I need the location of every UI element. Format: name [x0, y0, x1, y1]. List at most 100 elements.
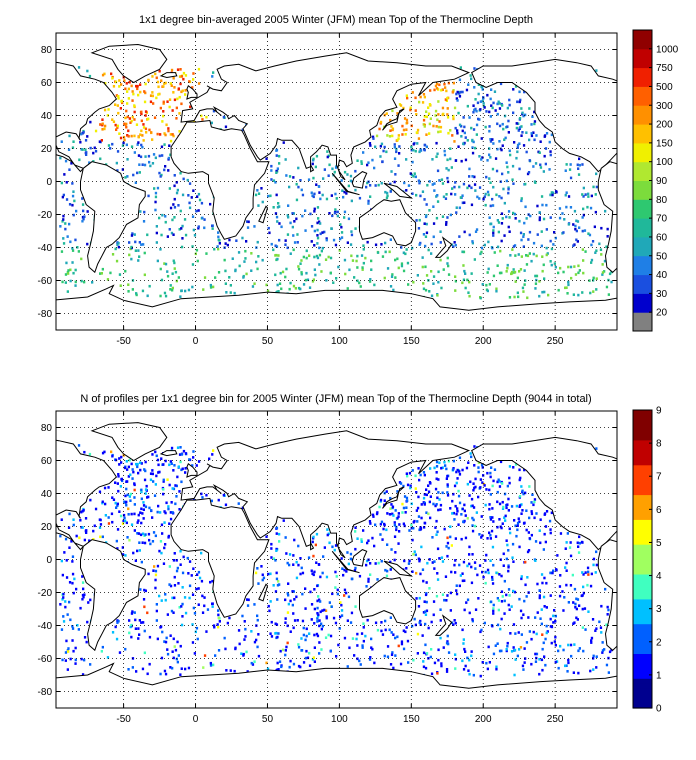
- bin-marker: [312, 535, 315, 539]
- bin-marker: [133, 611, 136, 614]
- bin-marker: [454, 621, 457, 625]
- bin-marker: [517, 295, 520, 299]
- bin-marker: [383, 276, 386, 280]
- bin-marker: [398, 530, 401, 533]
- bin-marker: [229, 669, 232, 672]
- bin-marker: [331, 545, 334, 549]
- bin-marker: [160, 79, 163, 82]
- bin-marker: [304, 209, 307, 212]
- bin-marker: [310, 225, 314, 228]
- bin-marker: [65, 181, 68, 184]
- bin-marker: [455, 584, 458, 587]
- bin-marker: [541, 633, 544, 636]
- bin-marker: [390, 275, 394, 278]
- colorbar-swatch: [633, 653, 652, 659]
- bin-marker: [436, 294, 439, 297]
- bin-marker: [458, 584, 461, 588]
- bin-marker: [576, 163, 579, 167]
- bin-marker: [317, 563, 321, 566]
- bin-marker: [130, 257, 133, 261]
- bin-marker: [455, 512, 458, 516]
- bin-marker: [461, 90, 464, 94]
- bin-marker: [135, 670, 138, 673]
- bin-marker: [521, 489, 524, 493]
- bin-marker: [246, 598, 249, 601]
- bin-marker: [438, 120, 441, 123]
- bin-marker: [365, 185, 368, 189]
- bin-marker: [525, 131, 528, 134]
- bin-marker: [473, 486, 476, 490]
- bin-marker: [261, 578, 264, 582]
- bin-marker: [530, 259, 533, 263]
- bin-marker: [361, 646, 364, 649]
- bin-marker: [511, 164, 515, 168]
- bin-marker: [255, 638, 258, 642]
- colorbar-swatch: [633, 86, 652, 106]
- bin-marker: [151, 162, 155, 165]
- coastline-7: [186, 463, 198, 478]
- bin-marker: [147, 194, 150, 198]
- bin-marker: [169, 460, 172, 463]
- bin-marker: [257, 633, 260, 636]
- bin-marker: [502, 187, 505, 191]
- y-tick-label: -80: [38, 687, 53, 698]
- bin-marker: [100, 650, 103, 653]
- bin-marker: [540, 195, 544, 198]
- bin-marker: [170, 462, 173, 465]
- bin-marker: [587, 573, 590, 576]
- bin-marker: [246, 604, 250, 607]
- bin-marker: [392, 666, 395, 670]
- bin-marker: [184, 467, 187, 470]
- bin-marker: [155, 231, 158, 235]
- bin-marker: [302, 255, 305, 259]
- bin-marker: [93, 146, 96, 150]
- bin-marker: [462, 668, 466, 671]
- bin-marker: [403, 181, 406, 185]
- bin-marker: [489, 156, 492, 159]
- bin-marker: [88, 539, 91, 542]
- bin-marker: [274, 559, 277, 562]
- bin-marker: [592, 654, 595, 658]
- bin-marker: [437, 658, 440, 662]
- bin-marker: [418, 218, 421, 222]
- bin-marker: [154, 569, 158, 573]
- bin-marker: [315, 532, 319, 536]
- bin-marker: [554, 620, 557, 623]
- bin-marker: [172, 469, 175, 472]
- bin-marker: [581, 229, 584, 233]
- bin-marker: [127, 507, 130, 511]
- bin-marker: [318, 191, 321, 194]
- bin-marker: [362, 261, 365, 265]
- bin-marker: [71, 247, 74, 250]
- bin-marker: [362, 639, 365, 643]
- bin-marker: [380, 621, 383, 624]
- bin-marker: [68, 581, 72, 584]
- bin-marker: [154, 156, 157, 160]
- bin-marker: [512, 646, 515, 649]
- coastline-8: [382, 486, 405, 509]
- bin-marker: [286, 592, 289, 595]
- bin-marker: [83, 450, 86, 454]
- bin-marker: [480, 463, 484, 467]
- bin-marker: [522, 233, 525, 236]
- bin-marker: [205, 252, 208, 255]
- bin-marker: [137, 471, 140, 475]
- bin-marker: [516, 276, 519, 280]
- bin-marker: [449, 591, 452, 595]
- bin-marker: [94, 149, 98, 153]
- bin-marker: [123, 466, 127, 470]
- bin-marker: [62, 218, 65, 221]
- bin-marker: [513, 212, 517, 216]
- bin-marker: [423, 493, 426, 496]
- bin-marker: [523, 221, 526, 225]
- bin-marker: [164, 543, 167, 546]
- bin-marker: [492, 603, 495, 607]
- bin-marker: [142, 139, 145, 142]
- bin-marker: [383, 145, 386, 149]
- bin-marker: [582, 573, 585, 576]
- bin-marker: [510, 272, 514, 275]
- bin-marker: [270, 542, 273, 546]
- bin-marker: [60, 518, 63, 521]
- bin-marker: [293, 598, 296, 601]
- bin-marker: [520, 575, 523, 578]
